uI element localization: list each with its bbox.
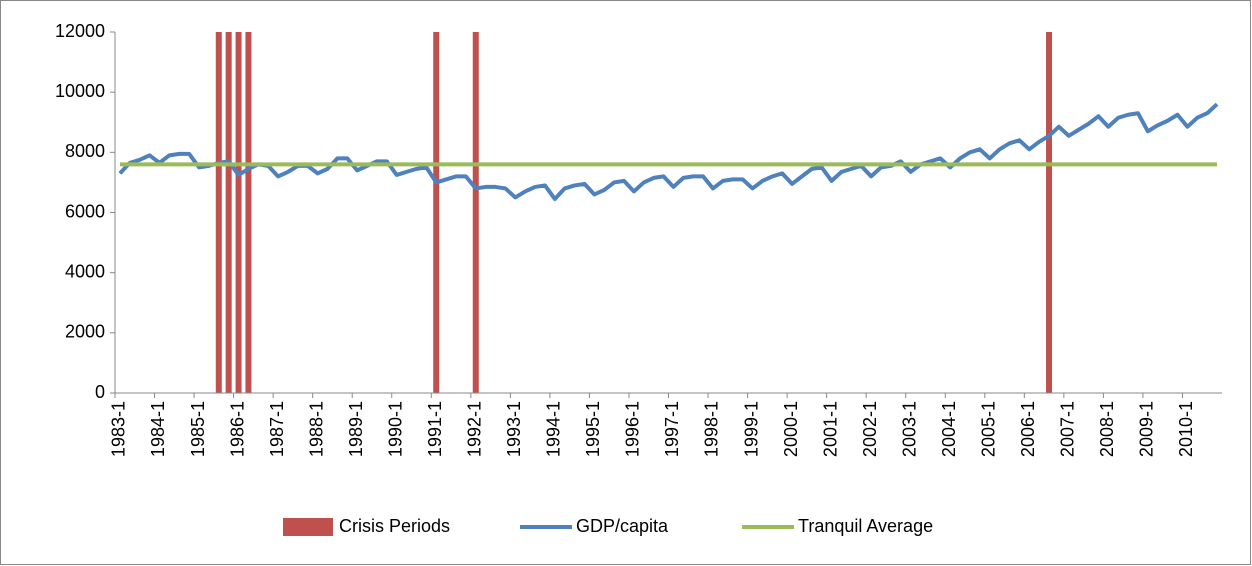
x-tick-label: 1997-1: [662, 401, 682, 457]
legend-label: GDP/capita: [576, 516, 669, 536]
x-tick-label: 2003-1: [899, 401, 919, 457]
y-tick-label: 4000: [65, 261, 105, 281]
x-tick-label: 1984-1: [148, 401, 168, 457]
x-tick-label: 1998-1: [702, 401, 722, 457]
x-tick-label: 1991-1: [425, 401, 445, 457]
x-tick-label: 1995-1: [583, 401, 603, 457]
x-tick-label: 1992-1: [465, 401, 485, 457]
x-tick-label: 1989-1: [346, 401, 366, 457]
legend-label: Tranquil Average: [798, 516, 933, 536]
x-tick-label: 2004-1: [939, 401, 959, 457]
x-tick-label: 1987-1: [267, 401, 287, 457]
bar: [225, 32, 232, 393]
y-tick-label: 10000: [55, 81, 105, 101]
x-tick-label: 1996-1: [623, 401, 643, 457]
bar: [245, 32, 252, 393]
x-tick-label: 1999-1: [741, 401, 761, 457]
y-tick-label: 0: [95, 382, 105, 402]
x-tick-label: 2006-1: [1018, 401, 1038, 457]
x-tick-label: 2005-1: [978, 401, 998, 457]
y-tick-label: 8000: [65, 141, 105, 161]
x-tick-label: 2001-1: [820, 401, 840, 457]
y-tick-label: 2000: [65, 322, 105, 342]
x-tick-label: 1993-1: [504, 401, 524, 457]
x-tick-label: 2009-1: [1137, 401, 1157, 457]
x-tick-label: 2010-1: [1176, 401, 1196, 457]
legend-label: Crisis Periods: [339, 516, 450, 536]
bar: [472, 32, 479, 393]
y-tick-label: 6000: [65, 201, 105, 221]
x-tick-label: 1990-1: [385, 401, 405, 457]
x-tick-label: 2000-1: [781, 401, 801, 457]
bar: [215, 32, 222, 393]
bar: [1046, 32, 1053, 393]
legend-swatch: [283, 518, 333, 536]
x-tick-label: 2007-1: [1058, 401, 1078, 457]
x-tick-label: 2008-1: [1097, 401, 1117, 457]
x-tick-label: 1986-1: [227, 401, 247, 457]
bar: [433, 32, 440, 393]
y-tick-label: 12000: [55, 21, 105, 41]
x-tick-label: 2002-1: [860, 401, 880, 457]
x-tick-label: 1985-1: [188, 401, 208, 457]
x-tick-label: 1983-1: [109, 401, 129, 457]
x-tick-label: 1988-1: [306, 401, 326, 457]
x-tick-label: 1994-1: [544, 401, 564, 457]
bar: [235, 32, 242, 393]
